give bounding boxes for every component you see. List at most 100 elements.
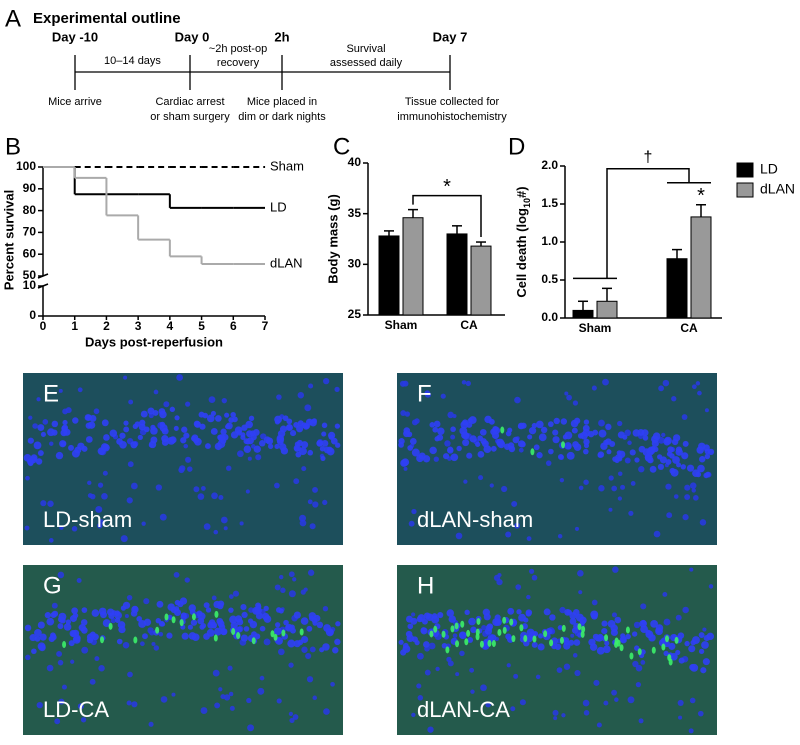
nucleus bbox=[482, 608, 491, 617]
stained-cell bbox=[251, 637, 256, 645]
nucleus bbox=[51, 429, 58, 436]
nucleus bbox=[309, 646, 316, 653]
nucleus bbox=[537, 633, 544, 639]
nucleus bbox=[48, 538, 54, 543]
nucleus bbox=[225, 422, 233, 430]
bar bbox=[446, 233, 468, 316]
label-subscript: 10 bbox=[522, 198, 532, 208]
nucleus bbox=[446, 609, 455, 617]
nucleus bbox=[243, 626, 250, 632]
x-tick-label: CA bbox=[680, 321, 698, 335]
timepoint-note: dim or dark nights bbox=[238, 111, 326, 123]
nucleus bbox=[640, 659, 646, 665]
y-tick-label: 35 bbox=[348, 206, 362, 220]
nucleus bbox=[590, 612, 598, 620]
nucleus bbox=[274, 584, 281, 591]
nucleus bbox=[232, 590, 240, 597]
nucleus bbox=[57, 571, 65, 579]
nucleus bbox=[465, 380, 471, 387]
nucleus bbox=[692, 636, 700, 645]
stained-cell bbox=[604, 634, 609, 642]
nucleus bbox=[537, 643, 545, 651]
bar bbox=[572, 309, 594, 319]
panel-label: D bbox=[508, 133, 525, 160]
stained-cell bbox=[581, 625, 586, 633]
nucleus bbox=[416, 616, 423, 623]
nucleus bbox=[653, 530, 661, 538]
nucleus bbox=[424, 390, 430, 396]
nucleus bbox=[207, 621, 215, 629]
nucleus bbox=[601, 627, 608, 635]
nucleus bbox=[276, 698, 282, 704]
nucleus bbox=[593, 679, 600, 686]
nucleus bbox=[158, 632, 164, 637]
nucleus bbox=[608, 475, 614, 481]
stained-cell bbox=[479, 640, 484, 648]
nucleus bbox=[156, 600, 164, 608]
nucleus bbox=[469, 435, 477, 443]
stained-cell bbox=[108, 622, 113, 630]
nucleus bbox=[610, 628, 618, 637]
nucleus bbox=[583, 710, 590, 716]
nucleus bbox=[671, 396, 677, 402]
nucleus bbox=[602, 378, 609, 386]
nucleus bbox=[543, 608, 551, 616]
stained-cell bbox=[619, 644, 624, 652]
interval-label: Survival bbox=[346, 43, 385, 55]
nucleus bbox=[510, 706, 516, 712]
nucleus bbox=[211, 595, 217, 601]
nucleus bbox=[334, 386, 340, 392]
nucleus bbox=[255, 454, 262, 461]
nucleus bbox=[692, 469, 700, 478]
nucleus bbox=[417, 695, 424, 701]
nucleus bbox=[128, 399, 134, 405]
nucleus bbox=[557, 454, 564, 460]
nucleus bbox=[429, 422, 436, 428]
nucleus bbox=[143, 598, 150, 605]
nucleus bbox=[263, 638, 271, 646]
y-tick-label: 0.0 bbox=[541, 310, 558, 324]
nucleus bbox=[420, 627, 428, 635]
stained-cell bbox=[231, 628, 236, 636]
nucleus bbox=[557, 625, 563, 631]
stained-cell bbox=[614, 637, 619, 645]
nucleus bbox=[582, 699, 590, 707]
nucleus bbox=[604, 640, 610, 646]
nucleus bbox=[695, 381, 701, 386]
nucleus bbox=[627, 440, 632, 446]
nucleus bbox=[624, 429, 631, 437]
nucleus bbox=[230, 411, 236, 418]
nucleus bbox=[596, 722, 602, 728]
nucleus bbox=[463, 479, 468, 484]
nucleus bbox=[263, 605, 269, 612]
nucleus bbox=[583, 443, 590, 449]
nucleus bbox=[86, 636, 94, 644]
nucleus bbox=[435, 666, 440, 672]
nucleus bbox=[577, 570, 584, 577]
nucleus bbox=[480, 684, 487, 692]
nucleus bbox=[224, 412, 230, 418]
nucleus bbox=[44, 612, 51, 619]
nucleus bbox=[467, 637, 474, 643]
nucleus bbox=[169, 406, 176, 413]
nucleus bbox=[702, 658, 710, 666]
nucleus bbox=[437, 427, 445, 435]
nucleus bbox=[38, 644, 46, 652]
nucleus bbox=[85, 436, 93, 443]
nucleus bbox=[514, 396, 521, 404]
nucleus bbox=[540, 426, 548, 434]
nucleus bbox=[652, 432, 661, 441]
nucleus bbox=[538, 433, 547, 442]
nucleus bbox=[588, 638, 596, 646]
stained-cell bbox=[454, 622, 459, 630]
nucleus bbox=[416, 683, 422, 689]
stained-cell bbox=[460, 620, 465, 628]
nucleus bbox=[657, 463, 665, 471]
nucleus bbox=[106, 608, 115, 616]
nucleus bbox=[411, 448, 420, 457]
nucleus bbox=[527, 434, 533, 440]
nucleus bbox=[27, 437, 34, 444]
nucleus bbox=[459, 631, 467, 640]
stained-cell bbox=[433, 625, 438, 633]
